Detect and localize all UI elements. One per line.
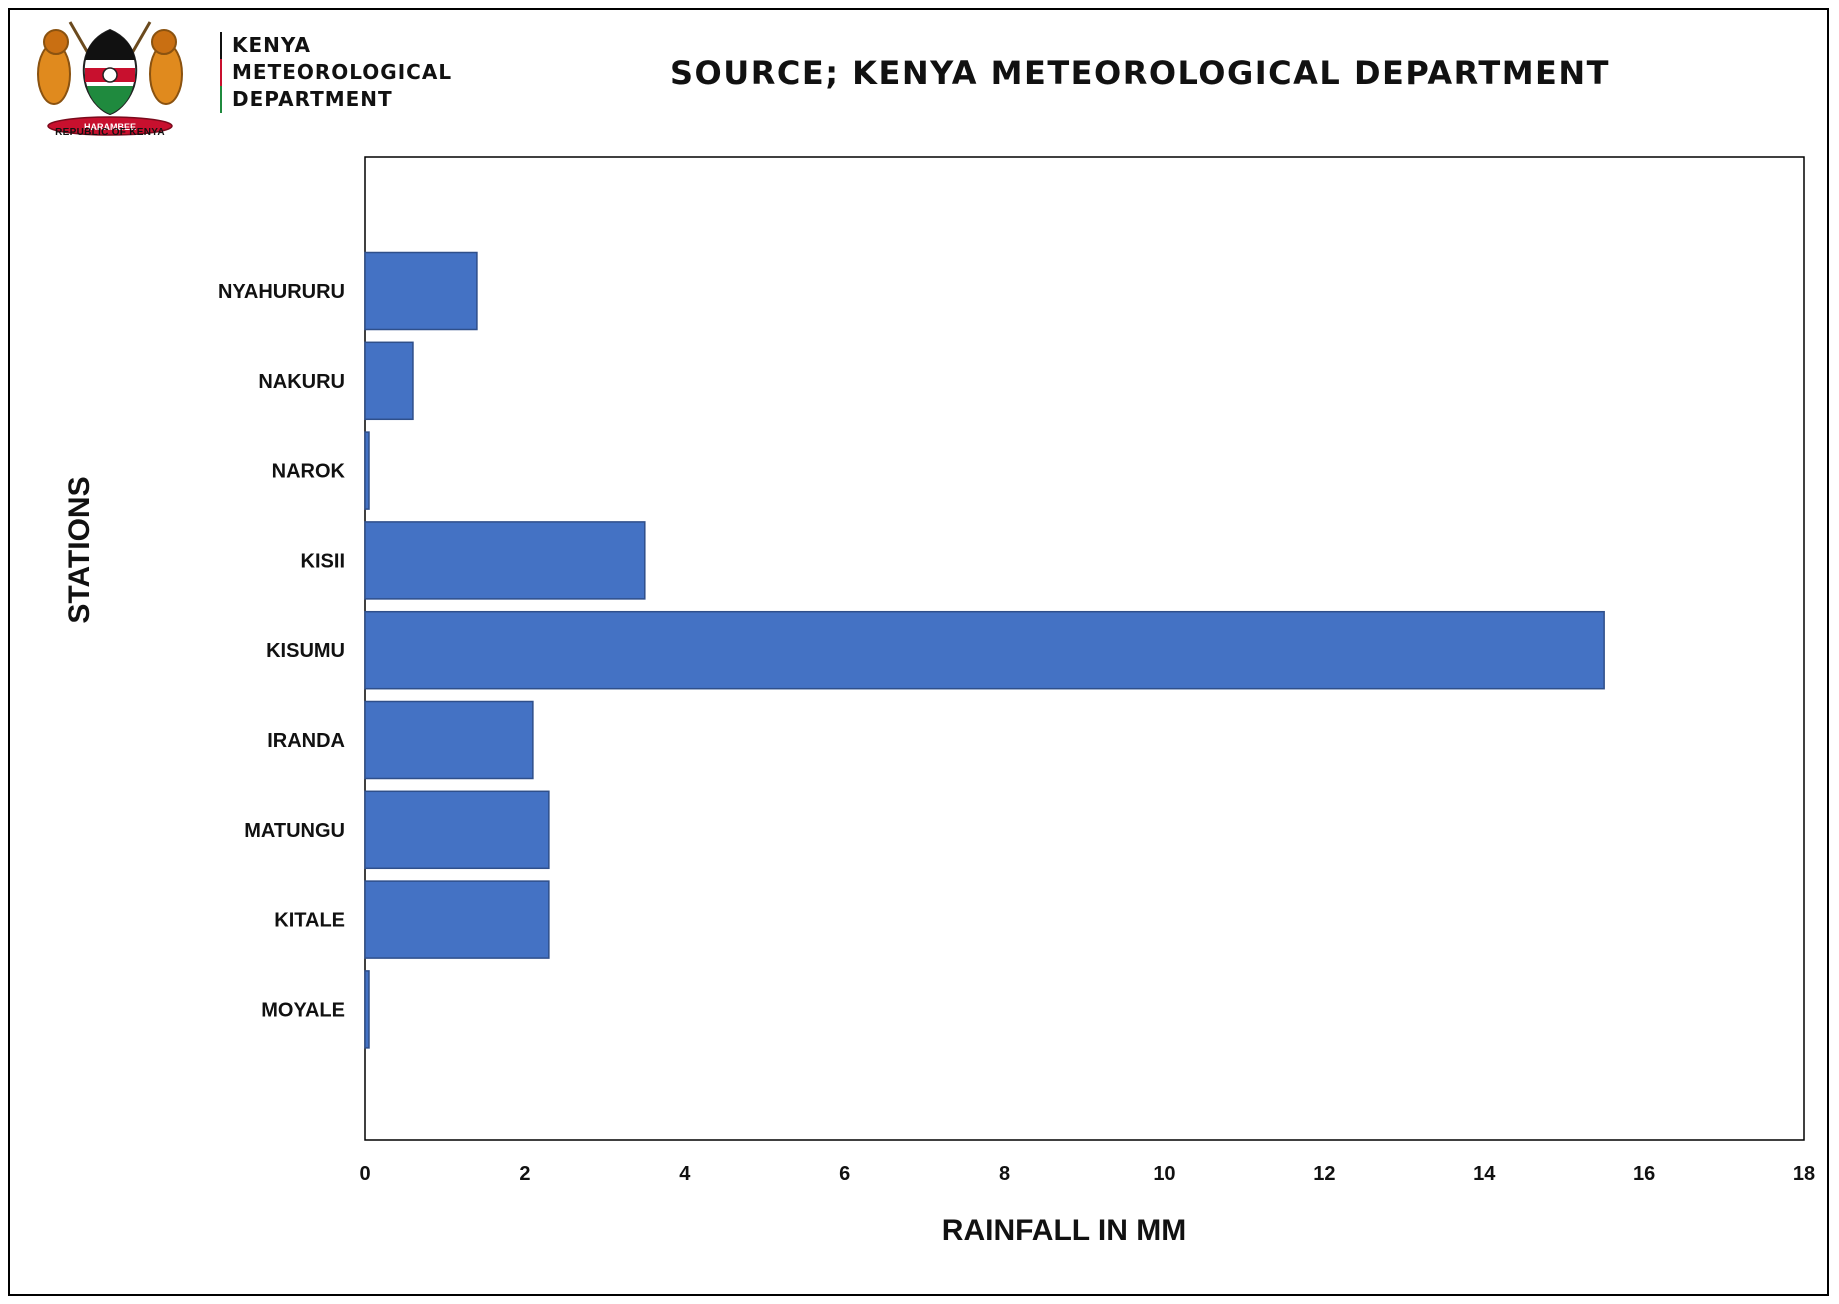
category-label-nyahururu: NYAHURURU — [218, 281, 345, 303]
category-label-matungu: MATUNGU — [244, 820, 345, 842]
x-tick-label: 8 — [999, 1163, 1010, 1185]
category-label-moyale: MOYALE — [261, 999, 345, 1021]
y-axis-title: STATIONS — [63, 476, 96, 623]
category-label-kisumu: KISUMU — [266, 640, 345, 662]
x-tick-label: 4 — [679, 1163, 691, 1185]
x-tick-label: 10 — [1153, 1163, 1175, 1185]
kenya-coat-of-arms-logo: HARAMBEE — [37, 21, 183, 136]
x-tick-label: 0 — [359, 1163, 370, 1185]
bar-kisii — [364, 521, 646, 600]
category-label-iranda: IRANDA — [267, 730, 345, 752]
category-label-kitale: KITALE — [274, 910, 345, 932]
category-label-kisii: KISII — [301, 550, 345, 572]
organization-name: KENYA METEOROLOGICAL DEPARTMENT — [220, 32, 452, 113]
svg-text:HARAMBEE: HARAMBEE — [84, 122, 136, 132]
x-tick-label: 12 — [1313, 1163, 1335, 1185]
bar-moyale — [364, 970, 370, 1049]
x-tick-label: 14 — [1473, 1163, 1496, 1185]
org-line-3: DEPARTMENT — [220, 86, 452, 113]
bar-kisumu — [364, 610, 1605, 690]
category-label-narok: NAROK — [272, 461, 346, 483]
x-tick-label: 18 — [1793, 1163, 1815, 1185]
x-tick-label: 6 — [839, 1163, 850, 1185]
org-line-1: KENYA — [220, 32, 452, 59]
category-label-nakuru: NAKURU — [258, 371, 345, 393]
bar-narok — [364, 431, 370, 510]
bars-group — [364, 251, 1605, 1049]
category-labels: NYAHURURU NAKURU NAROK KISII KISUMU IRANDA MAT… — [218, 281, 346, 1021]
x-tick-label: 2 — [519, 1163, 530, 1185]
bar-kitale — [364, 880, 550, 959]
x-tick-label: 16 — [1633, 1163, 1655, 1185]
bar-matungu — [364, 790, 550, 870]
emblem-caption: REPUBLIC OF KENYA — [55, 127, 165, 138]
x-axis-title: RAINFALL IN MM — [942, 1214, 1186, 1247]
bar-nyahururu — [364, 251, 478, 331]
bar-iranda — [364, 700, 534, 780]
org-line-2: METEOROLOGICAL — [220, 59, 452, 86]
x-tick-labels: 0 2 4 6 8 10 12 14 16 18 — [359, 1163, 1815, 1185]
source-title: SOURCE; KENYA METEOROLOGICAL DEPARTMENT — [670, 54, 1610, 92]
bar-nakuru — [364, 341, 414, 421]
